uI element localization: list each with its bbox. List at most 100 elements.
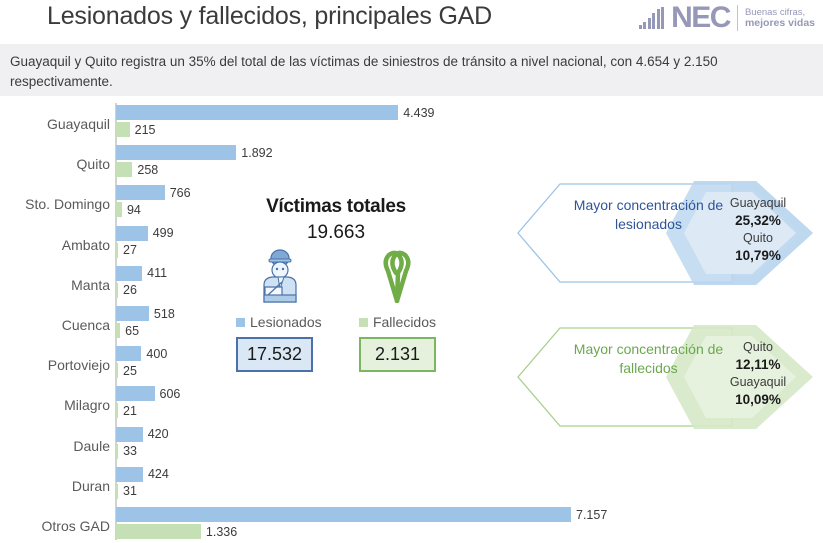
chart-bar-value: 26 — [123, 283, 137, 298]
callout-fallecidos-pct2: 10,09% — [735, 392, 781, 407]
subtitle-text: Guayaquil y Quito registra un 35% del to… — [10, 54, 718, 89]
callout-fallecidos: Mayor concentración de fallecidos Quito … — [508, 322, 813, 432]
legend-swatch-blue — [236, 317, 245, 327]
totals-title: Víctimas totales — [266, 196, 406, 217]
inec-logo: NEC Buenas cifras, mejores vidas — [638, 1, 815, 34]
chart-category-label: Otros GAD — [41, 518, 110, 534]
chart-bar — [116, 443, 119, 459]
chart-bar-value: 258 — [137, 162, 159, 177]
chart-bar-value: 766 — [169, 185, 191, 200]
legend-swatch-green — [358, 317, 368, 327]
callout-lesionados-city1: Guayaquil — [729, 196, 787, 210]
chart-category-label: Manta — [71, 276, 110, 293]
bar-chart: Guayaquil 4.439 215 Quito 1.892 258 Sto. Domin… — [0, 100, 823, 543]
chart-category-label: Ambato — [61, 236, 110, 253]
chart-bar-value: 424 — [147, 467, 169, 482]
chart-bar — [116, 483, 118, 499]
chart-bar-value: 33 — [123, 444, 137, 459]
logo-brand-text: NEC — [671, 1, 731, 34]
callout-fallecidos-text: Mayor concentración de fallecidos — [573, 341, 724, 376]
chart-axis — [115, 103, 117, 540]
chart-category-label: Guayaquil — [46, 116, 110, 132]
legend-item-lesionados: Lesionados — [236, 314, 322, 330]
chart-bar-value: 94 — [126, 202, 141, 217]
chart-bar — [116, 507, 571, 522]
totals-panel: Víctimas totales 19.663 — [236, 196, 436, 372]
chart-legend: Lesionados Fallecidos — [236, 314, 436, 330]
total-lesionados-box: 17.532 — [236, 337, 313, 372]
chart-bar-value: 31 — [123, 484, 137, 499]
chart-bar — [116, 386, 155, 402]
callout-lesionados: Mayor concentración de lesionados Guayaq… — [508, 178, 813, 288]
logo-tagline-line1: Buenas cifras, — [744, 7, 806, 18]
chart-bar — [116, 282, 118, 298]
chart-bar — [116, 346, 142, 362]
logo-divider — [736, 5, 738, 31]
logo-tagline-line2: mejores vidas — [744, 17, 815, 29]
chart-bar-value: 1.892 — [241, 145, 273, 160]
chart-category-label: Daule — [73, 437, 110, 454]
chart-bar-value: 27 — [123, 243, 137, 258]
chart-bar — [116, 145, 237, 161]
chart-category-label: Sto. Domingo — [25, 196, 110, 213]
totals-boxes-row: 17.532 2.131 — [236, 337, 436, 372]
totals-icons-row — [236, 249, 436, 308]
memorial-ribbon-icon — [380, 249, 414, 308]
chart-bar — [116, 323, 121, 338]
injured-person-icon — [258, 249, 302, 308]
page-title: Lesionados y fallecidos, principales GAD — [47, 2, 493, 30]
callout-fallecidos-pct1: 12,11% — [735, 357, 781, 372]
total-fallecidos-box: 2.131 — [359, 337, 436, 372]
chart-category-label: Portoviejo — [47, 357, 110, 374]
chart-bar — [116, 426, 143, 442]
chart-bar-value: 25 — [123, 363, 137, 378]
chart-bar-value: 499 — [152, 226, 174, 241]
chart-bar — [116, 105, 399, 120]
chart-category-label: Cuenca — [61, 317, 110, 333]
chart-bar — [116, 466, 143, 482]
chart-bar-value: 7.157 — [576, 507, 608, 522]
callout-lesionados-shape — [517, 181, 813, 285]
chart-bar-value: 4.439 — [403, 105, 435, 120]
callout-fallecidos-city1: Quito — [743, 340, 773, 354]
chart-bar — [116, 403, 118, 419]
chart-bar — [116, 122, 130, 137]
callout-fallecidos-shape — [517, 325, 813, 429]
chart-bar-value: 215 — [134, 122, 156, 137]
chart-bar-value: 400 — [146, 346, 168, 361]
chart-bar-value: 420 — [147, 427, 169, 442]
legend-label-lesionados: Lesionados — [250, 314, 322, 330]
chart-bar — [116, 363, 118, 379]
chart-bar-value: 606 — [159, 386, 181, 401]
legend-item-fallecidos: Fallecidos — [358, 314, 436, 330]
legend-label-fallecidos: Fallecidos — [372, 314, 436, 330]
chart-category-label: Duran — [71, 477, 110, 494]
chart-bar-value: 1.336 — [205, 524, 238, 539]
callout-lesionados-city2: Quito — [743, 231, 773, 245]
page-header: Lesionados y fallecidos, principales GAD… — [0, 0, 823, 40]
chart-bar-value: 411 — [147, 266, 168, 281]
chart-category-label: Milagro — [64, 397, 110, 414]
logo-tagline: Buenas cifras, mejores vidas — [745, 7, 815, 29]
chart-bar — [116, 524, 201, 539]
chart-bar-value: 518 — [153, 306, 175, 321]
chart-bar-value: 65 — [125, 323, 140, 338]
callout-lesionados-pct1: 25,32% — [735, 213, 781, 228]
chart-bar — [116, 185, 165, 201]
subtitle-band: Guayaquil y Quito registra un 35% del to… — [0, 44, 823, 96]
bar-chart-logo-icon — [638, 7, 665, 29]
chart-bar — [116, 162, 133, 178]
totals-value: 19.663 — [306, 222, 366, 243]
chart-bar — [116, 225, 148, 241]
chart-bar — [116, 202, 122, 218]
callout-lesionados-values: Guayaquil 25,32% Quito 10,79% — [713, 195, 803, 265]
chart-category-label: Quito — [76, 156, 110, 173]
chart-bar — [116, 242, 118, 258]
callout-fallecidos-values: Quito 12,11% Guayaquil 10,09% — [713, 339, 803, 409]
chart-bar-value: 21 — [123, 403, 137, 418]
chart-bar — [116, 306, 149, 321]
callout-fallecidos-city2: Guayaquil — [729, 375, 787, 389]
chart-bar — [116, 265, 143, 281]
callout-lesionados-text: Mayor concentración de lesionados — [573, 197, 724, 232]
callout-lesionados-pct2: 10,79% — [735, 248, 781, 263]
